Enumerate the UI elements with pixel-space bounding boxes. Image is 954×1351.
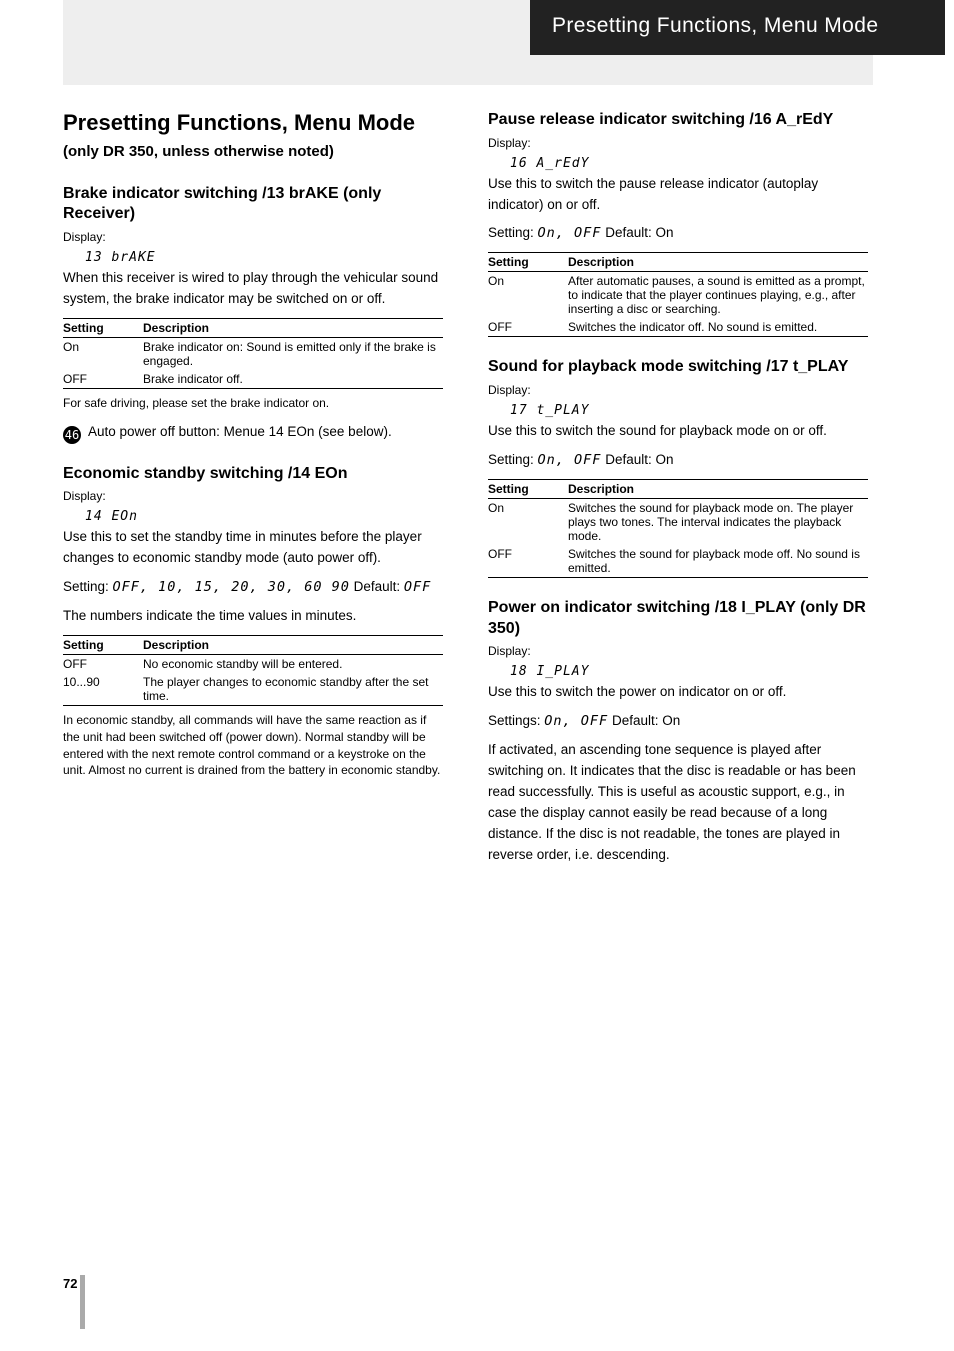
s18-setting: Settings: On, OFF Default: On xyxy=(488,711,868,732)
s17-disp-label: Display: xyxy=(488,382,868,399)
main-heading: Presetting Functions, Menu Mode xyxy=(63,110,443,136)
page-number: 72 xyxy=(63,1276,77,1291)
s16-table: Setting Description On After automatic p… xyxy=(488,252,868,337)
s14-button-line: 46 Auto power off button: Menue 14 EOn (… xyxy=(63,422,443,444)
s17-display: 17 t_PLAY xyxy=(510,401,868,419)
s14-table: Setting Description OFF No economic stan… xyxy=(63,635,443,706)
button-num-icon: 46 xyxy=(63,426,81,444)
s14-desc: Use this to set the standby time in minu… xyxy=(63,527,443,569)
content-columns: Presetting Functions, Menu Mode (only DR… xyxy=(63,110,873,874)
s18-title: Power on indicator switching /18 I_PLAY … xyxy=(488,598,868,640)
header-tab: Presetting Functions, Menu Mode xyxy=(530,0,945,55)
s17-table: Setting Description On Switches the soun… xyxy=(488,479,868,578)
s13-display: 13 brAKE xyxy=(85,248,443,266)
s18-desc2: If activated, an ascending tone sequence… xyxy=(488,740,868,866)
left-column: Presetting Functions, Menu Mode (only DR… xyxy=(63,110,443,874)
s13-desc: When this receiver is wired to play thro… xyxy=(63,268,443,310)
right-column: Pause release indicator switching /16 A_… xyxy=(488,110,868,874)
s17-title: Sound for playback mode switching /17 t_… xyxy=(488,357,868,378)
side-band xyxy=(80,1275,85,1329)
s14-desc2: The numbers indicate the time values in … xyxy=(63,606,443,627)
page: Presetting Functions, Menu Mode Presetti… xyxy=(0,0,954,1351)
s16-setting: Setting: On, OFF Default: On xyxy=(488,223,868,244)
s13-table: Setting Description On Brake indicator o… xyxy=(63,318,443,389)
s13-disp-label: Display: xyxy=(63,229,443,246)
s16-desc: Use this to switch the pause release ind… xyxy=(488,174,868,216)
s16-disp-label: Display: xyxy=(488,135,868,152)
s17-setting: Setting: On, OFF Default: On xyxy=(488,450,868,471)
s18-display: 18 I_PLAY xyxy=(510,662,868,680)
s16-title: Pause release indicator switching /16 A_… xyxy=(488,110,868,131)
s13-title: Brake indicator switching /13 brAKE (onl… xyxy=(63,184,443,226)
header-tab-text: Presetting Functions, Menu Mode xyxy=(530,0,945,38)
s18-desc: Use this to switch the power on indicato… xyxy=(488,682,868,703)
main-heading-sub: (only DR 350, unless otherwise noted) xyxy=(63,140,443,163)
s14-setting: Setting: OFF, 10, 15, 20, 30, 60 90 Defa… xyxy=(63,577,443,598)
s13-note: For safe driving, please set the brake i… xyxy=(63,395,443,412)
s18-disp-label: Display: xyxy=(488,643,868,660)
s14-display: 14 EOn xyxy=(85,507,443,525)
s17-desc: Use this to switch the sound for playbac… xyxy=(488,421,868,442)
s16-display: 16 A_rEdY xyxy=(510,154,868,172)
s14-title: Economic standby switching /14 EOn xyxy=(63,464,443,485)
s14-disp-label: Display: xyxy=(63,488,443,505)
s14-note: In economic standby, all commands will h… xyxy=(63,712,443,779)
